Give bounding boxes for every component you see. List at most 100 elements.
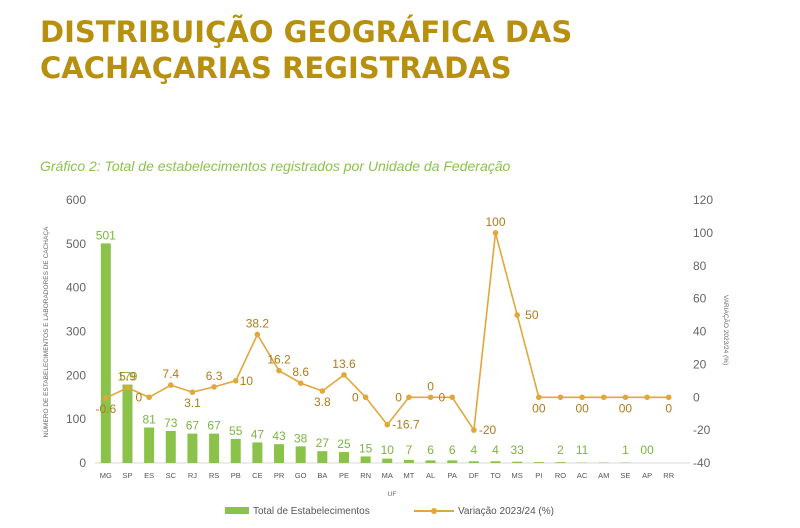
bar-data-label: 38 [294,431,308,445]
x-tick-label: RO [555,471,566,480]
y-tick-right-label: -20 [693,423,711,437]
line-point [449,394,456,401]
legend-marker-line [431,508,437,514]
legend-label-bars: Total de Estabelecimentos [253,506,370,517]
line-point [167,382,174,388]
line-data-label: 3.8 [314,395,331,409]
y-tick-right-label: 20 [693,357,707,371]
bar-data-label: 33 [510,443,524,457]
line-data-label: 0 [395,390,402,404]
bar [317,451,328,463]
line-data-labels: -0.6 5.9 0 7.4 3.1 6.3 10 38.2 16.28.6 3.8 13.6 0 -1… [95,215,672,437]
bar [230,438,241,463]
y-tick-left-label: 500 [66,237,86,251]
y-tick-right-label: 80 [693,259,707,273]
line-point [536,394,542,401]
page-title-line-1: DISTRIBUIÇÃO GEOGRÁFICA DAS [40,15,573,49]
bar [165,431,176,463]
line-point [406,394,412,401]
x-tick-label: PA [447,471,456,480]
bar [555,462,566,463]
y-tick-left-label: 100 [66,412,86,426]
x-tick-label: MA [382,471,393,480]
bar [252,442,263,463]
page-title: DISTRIBUIÇÃO GEOGRÁFICA DAS CACHAÇARIAS … [40,14,740,86]
bar-data-label: 67 [207,419,221,433]
x-tick-label: MS [512,471,523,480]
bar [295,446,306,463]
line-point [319,388,326,394]
x-tick-label: AP [642,471,652,480]
x-tick-label: TO [490,471,500,480]
x-axis-title: UF [388,491,397,498]
line-data-label: 16.2 [267,353,291,367]
line-data-label: 0 [439,390,446,404]
line-point [665,394,672,401]
line-point [254,331,261,338]
line-data-label: 7.4 [162,367,179,381]
bar-data-label: 2 [557,443,564,457]
bar-data-label: 55 [229,424,243,438]
line-data-label: 8.6 [292,365,309,379]
line-point [362,394,369,401]
line-point [211,384,217,390]
y-axis-title-right: VARIAÇÃO 2023/24 (%) [722,295,731,365]
y-tick-left-label: 300 [66,325,86,339]
line-point [276,367,282,374]
line-data-label: 00 [619,401,633,415]
line-data-label: 3.1 [184,396,201,410]
line-point [622,394,629,401]
bar-data-label: 7 [406,443,413,457]
line-point [341,372,347,378]
bar-data-label: 6 [449,443,456,457]
line-data-label: 50 [525,308,539,322]
page-title-line-2: CACHAÇARIAS REGISTRADAS [40,51,512,85]
line-point [600,394,607,401]
bar [100,243,111,463]
bar-data-label: 6 [427,443,434,457]
x-tick-label: PE [339,471,349,480]
bar-data-label: 47 [251,427,265,441]
bar [512,461,523,463]
bar-data-label: 73 [164,416,178,430]
y-tick-right-label: -40 [693,456,711,470]
x-tick-label: PB [231,471,241,480]
line-data-label: -16.7 [392,418,420,432]
x-tick-label: RR [663,471,674,480]
line-point [492,230,499,236]
x-tick-label: PR [274,471,285,480]
line-point [189,389,196,395]
chart-caption: Gráfico 2: Total de estabelecimentos reg… [40,158,511,174]
line-data-label: -0.6 [95,402,116,416]
y-tick-left-label: 200 [66,368,86,382]
x-tick-label: SC [166,471,177,480]
bar [468,461,479,463]
line-point [103,395,109,402]
x-tick-label: GO [295,471,307,480]
bar [490,461,501,463]
line-data-label: 13.6 [332,357,356,371]
x-tick-label: CE [252,471,262,480]
y-tick-left-label: 600 [66,193,86,207]
y-axis-title-left: NÚMERO DE ESTABELECIMENTOS E LABORADORES… [41,226,50,437]
x-tick-label: RS [209,471,219,480]
line-data-label: 00 [532,401,546,415]
line-point [297,380,304,386]
x-tick-label: MT [404,471,415,480]
x-tick-label: AC [577,471,588,480]
bar [447,460,458,463]
line-point [384,421,391,428]
legend: Total de Estabelecimentos Variação 2023/… [225,506,554,517]
legend-swatch-bars [225,507,249,514]
left-axis-ticks: 0 100 200 300 400 500 600 [66,193,86,470]
x-tick-label: AL [426,471,435,480]
bar-data-label: 4 [471,443,478,457]
line-point [557,394,564,401]
bar [425,460,436,463]
bar-data-label: 67 [186,419,200,433]
line-data-label: -20 [479,423,497,437]
line-data-label: 5.9 [119,370,136,384]
y-tick-right-label: 100 [693,226,713,240]
bar-data-label: 179 [117,370,137,384]
